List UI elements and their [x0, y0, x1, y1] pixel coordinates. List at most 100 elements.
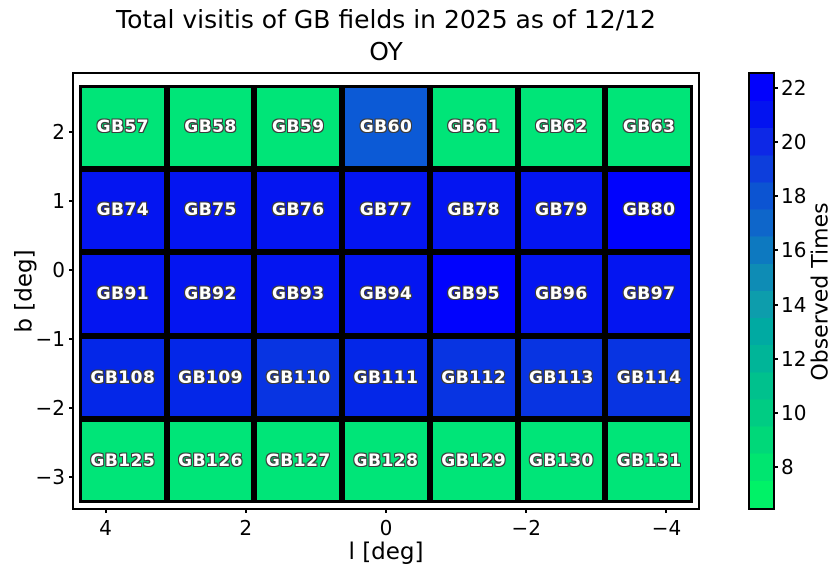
field-cell: GB109 [166, 335, 255, 420]
field-label: GB95 [447, 283, 500, 304]
x-tick-mark [665, 508, 668, 513]
heatmap-grid: GB57 GB58 GB59 GB60 GB61 GB62 GB63 GB74 GB75 GB76… [79, 85, 693, 503]
field-label: GB77 [359, 200, 413, 221]
colorbar-tick-label: 22 [781, 75, 807, 100]
y-tick-label: 2 [52, 119, 65, 144]
y-tick-mark [69, 130, 74, 133]
field-label: GB92 [184, 283, 237, 304]
field-cell: GB110 [254, 335, 343, 420]
field-label: GB109 [178, 367, 244, 388]
field-label: GB126 [178, 451, 244, 472]
field-cell: GB108 [79, 335, 167, 420]
colorbar-tick-label: 16 [781, 238, 807, 263]
colorbar-tick-label: 20 [781, 129, 807, 154]
plot-area: GB57 GB58 GB59 GB60 GB61 GB62 GB63 GB74 GB75 GB76… [12, 72, 700, 540]
field-cell: GB59 [254, 85, 343, 169]
field-label: GB60 [359, 116, 413, 137]
colorbar-tick-mark [773, 357, 778, 360]
x-tick-mark [385, 508, 387, 513]
y-axis-label: b [deg] [12, 249, 38, 333]
colorbar-tick-mark [773, 140, 778, 143]
x-tick-mark [525, 508, 528, 513]
colorbar-tick-mark [773, 466, 778, 469]
field-label: GB114 [616, 367, 682, 388]
field-cell: GB95 [429, 252, 518, 336]
chart-title-line2: OY [369, 36, 403, 66]
field-label: GB128 [353, 451, 419, 472]
y-tick-label: 1 [52, 188, 65, 213]
field-label: GB57 [96, 116, 150, 137]
field-label: GB63 [622, 116, 676, 137]
field-label: GB96 [535, 283, 588, 304]
y-tick-mark [69, 268, 74, 271]
field-cell: GB62 [517, 85, 606, 169]
field-label: GB76 [271, 200, 325, 221]
field-cell: GB131 [605, 419, 693, 503]
colorbar-tick-label: 14 [781, 292, 807, 317]
colorbar-tick-label: 10 [781, 401, 807, 426]
field-cell: GB130 [517, 419, 606, 503]
x-tick-label: −2 [511, 516, 541, 540]
field-cell: GB77 [342, 168, 430, 253]
field-cell: GB127 [254, 419, 343, 503]
colorbar: 22 20 18 16 14 12 10 8 Observed Times [748, 72, 834, 510]
field-cell: GB61 [429, 85, 518, 169]
y-tick-mark [69, 199, 74, 202]
field-cell: GB128 [342, 419, 430, 503]
field-label: GB113 [528, 367, 594, 388]
field-cell: GB129 [429, 419, 518, 503]
x-tick-label: 4 [99, 516, 112, 540]
field-cell: GB94 [342, 252, 430, 336]
field-cell: GB74 [79, 168, 167, 253]
y-tick-mark [69, 337, 74, 340]
field-label: GB125 [90, 451, 156, 472]
field-label: GB75 [184, 200, 237, 221]
colorbar-label: Observed Times [808, 201, 834, 381]
y-tick-label: 0 [52, 257, 65, 282]
field-label: GB59 [271, 116, 325, 137]
field-label: GB58 [184, 116, 237, 137]
x-tick-label: 2 [239, 516, 253, 540]
colorbar-gradient [750, 74, 773, 508]
field-cell: GB97 [605, 252, 693, 336]
field-cell: GB125 [79, 419, 167, 503]
field-label: GB127 [265, 451, 331, 472]
field-cell: GB111 [342, 335, 430, 420]
colorbar-tick-label: 8 [781, 455, 794, 480]
field-cell: GB57 [79, 85, 167, 169]
field-label: GB74 [96, 200, 150, 221]
colorbar-tick-mark [773, 86, 778, 89]
field-cell: GB80 [605, 168, 693, 253]
field-cell: GB112 [429, 335, 518, 420]
colorbar-tick-mark [773, 303, 778, 306]
field-label: GB78 [447, 200, 500, 221]
y-tick-label: −1 [35, 326, 65, 351]
field-cell: GB78 [429, 168, 518, 253]
y-tick-mark [69, 406, 74, 409]
y-tick-label: −3 [35, 464, 65, 489]
y-tick-mark [69, 475, 74, 478]
field-label: GB110 [265, 367, 331, 388]
x-tick-label: 0 [379, 516, 393, 540]
field-label: GB80 [622, 200, 676, 221]
x-tick-mark [104, 508, 107, 513]
field-label: GB108 [90, 367, 156, 388]
field-cell: GB91 [79, 252, 167, 336]
field-label: GB111 [353, 367, 419, 388]
field-cell: GB93 [254, 252, 343, 336]
colorbar-tick-mark [773, 249, 778, 252]
field-cell: GB114 [605, 335, 693, 420]
field-label: GB93 [271, 283, 325, 304]
field-label: GB94 [359, 283, 413, 304]
field-cell: GB76 [254, 168, 343, 253]
field-cell: GB58 [166, 85, 255, 169]
field-label: GB61 [447, 116, 500, 137]
colorbar-tick-mark [773, 412, 778, 415]
x-axis-label: l [deg] [348, 539, 424, 565]
field-cell: GB96 [517, 252, 606, 336]
chart-title: Total visitis of GB fields in 2025 as of… [72, 4, 700, 67]
colorbar-tick-label: 18 [781, 184, 807, 209]
field-label: GB130 [528, 451, 594, 472]
x-tick-label: −4 [651, 516, 682, 540]
field-label: GB91 [96, 283, 150, 304]
